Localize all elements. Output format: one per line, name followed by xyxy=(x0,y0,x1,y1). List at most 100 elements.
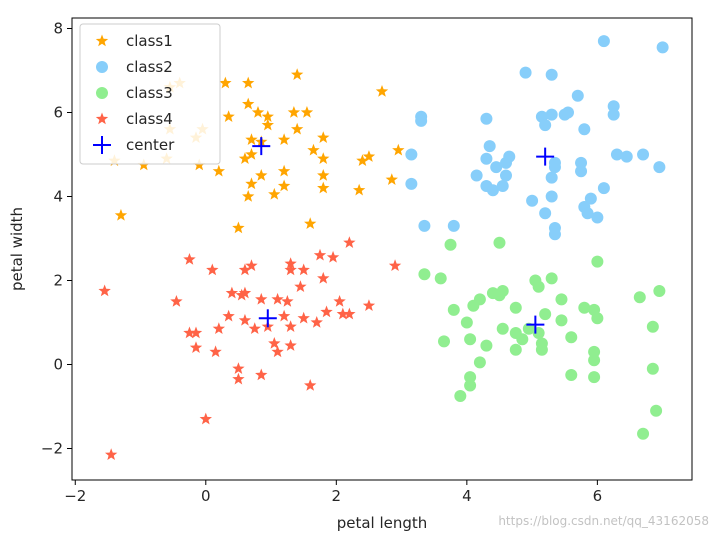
data-point-class3-3 xyxy=(434,272,447,285)
data-point-class4-15 xyxy=(255,292,268,305)
data-point-class1-28 xyxy=(245,148,258,160)
data-point-class3-34 xyxy=(509,343,522,356)
data-point-class4-34 xyxy=(320,305,333,318)
data-point-class4-32 xyxy=(297,311,310,324)
legend-label-class3: class3 xyxy=(126,84,173,102)
data-point-class4-27 xyxy=(238,313,252,326)
data-point-class2-0 xyxy=(597,35,610,48)
data-point-class4-42 xyxy=(232,362,245,374)
data-point-class4-13 xyxy=(235,288,248,301)
data-point-class2-29 xyxy=(653,161,666,174)
data-point-class4-9 xyxy=(388,259,402,272)
data-point-class4-38 xyxy=(209,345,222,358)
data-point-class2-13 xyxy=(415,114,428,127)
data-point-class4-47 xyxy=(104,448,118,461)
data-point-class1-40 xyxy=(242,190,255,202)
data-point-class4-6 xyxy=(313,248,327,261)
data-point-class4-17 xyxy=(281,295,294,307)
data-point-class1-34 xyxy=(245,177,258,190)
data-point-class3-2 xyxy=(418,268,431,281)
data-point-class1-32 xyxy=(356,154,369,167)
data-point-class2-14 xyxy=(480,112,493,125)
data-point-class3-45 xyxy=(454,390,467,402)
x-axis-label: petal length xyxy=(337,514,428,532)
data-point-class1-36 xyxy=(317,181,330,194)
y-axis-label: petal width xyxy=(8,207,26,291)
data-point-class4-1 xyxy=(206,263,219,276)
data-point-class1-15 xyxy=(300,106,314,118)
data-point-class4-16 xyxy=(271,292,284,305)
data-point-class3-19 xyxy=(509,301,522,314)
data-point-class3-13 xyxy=(578,301,591,314)
data-point-class3-7 xyxy=(532,280,545,293)
series-class2 xyxy=(405,35,669,241)
data-point-class1-38 xyxy=(385,173,398,185)
data-point-class2-18 xyxy=(480,152,493,165)
data-point-class1-3 xyxy=(219,76,232,89)
y-tick-label-4: 4 xyxy=(53,188,63,206)
data-point-class1-20 xyxy=(245,133,258,146)
data-point-class2-30 xyxy=(470,169,483,182)
data-point-class3-30 xyxy=(522,322,535,335)
center-point-2 xyxy=(526,315,545,334)
data-point-class3-1 xyxy=(493,236,506,249)
data-point-class2-26 xyxy=(610,148,623,161)
data-point-class4-18 xyxy=(294,280,307,293)
data-point-class4-35 xyxy=(343,307,356,320)
data-point-class4-28 xyxy=(248,322,261,335)
legend-marker-class1 xyxy=(95,34,109,47)
data-point-class3-40 xyxy=(646,362,659,375)
data-point-class1-41 xyxy=(268,187,281,200)
x-tick-label-4: 4 xyxy=(462,487,472,505)
center-point-3 xyxy=(258,309,277,328)
data-point-class4-23 xyxy=(362,299,376,311)
x-tick-label-2: 2 xyxy=(332,487,342,505)
data-point-class4-0 xyxy=(183,253,196,265)
data-point-class2-1 xyxy=(656,41,669,54)
data-point-class3-23 xyxy=(555,314,568,327)
data-point-class3-15 xyxy=(653,285,666,297)
data-point-class4-44 xyxy=(255,368,268,381)
data-point-class2-25 xyxy=(575,165,588,178)
data-point-class2-6 xyxy=(607,108,620,121)
data-point-class3-22 xyxy=(539,308,552,321)
data-point-class4-12 xyxy=(225,286,239,299)
y-tick-label-6: 6 xyxy=(53,104,63,122)
data-point-class3-37 xyxy=(588,354,601,367)
data-point-class4-43 xyxy=(232,372,245,385)
data-point-class1-30 xyxy=(277,164,291,177)
data-point-class2-16 xyxy=(405,148,418,161)
data-point-class4-24 xyxy=(183,326,196,339)
data-point-class3-0 xyxy=(444,238,457,251)
data-point-class3-11 xyxy=(493,289,506,302)
data-point-class2-17 xyxy=(483,140,496,153)
data-point-class2-10 xyxy=(578,123,591,136)
data-point-class1-44 xyxy=(232,221,245,234)
legend-box xyxy=(79,23,221,165)
data-point-class2-41 xyxy=(584,192,597,205)
data-point-class3-6 xyxy=(591,255,604,268)
data-point-class2-36 xyxy=(597,182,610,195)
data-point-class4-19 xyxy=(98,284,111,297)
data-point-class4-8 xyxy=(343,236,356,248)
legend-label-class2: class2 xyxy=(126,58,173,76)
data-point-class3-17 xyxy=(467,299,480,312)
data-point-class1-31 xyxy=(317,152,330,164)
data-point-class3-27 xyxy=(496,322,509,335)
data-point-class2-3 xyxy=(545,68,558,81)
data-point-class2-38 xyxy=(545,190,558,203)
data-point-class4-45 xyxy=(304,379,317,391)
data-point-class4-4 xyxy=(284,257,297,269)
data-point-class4-14 xyxy=(238,286,252,299)
data-point-class2-21 xyxy=(503,150,516,163)
data-point-class3-44 xyxy=(464,379,477,392)
data-point-class3-41 xyxy=(565,369,578,381)
data-point-class2-5 xyxy=(607,100,620,113)
data-point-class3-18 xyxy=(460,316,473,329)
data-point-class4-20 xyxy=(170,295,183,307)
data-point-class3-12 xyxy=(555,293,568,306)
data-point-class1-16 xyxy=(290,122,304,135)
data-point-class1-35 xyxy=(277,179,291,192)
legend-marker-class3 xyxy=(96,87,108,99)
